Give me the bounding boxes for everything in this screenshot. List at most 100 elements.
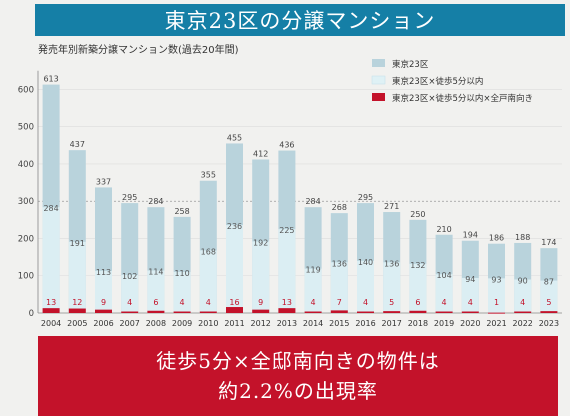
- data-label-south: 5: [389, 298, 394, 307]
- y-tick-label: 0: [29, 309, 34, 319]
- data-label-total: 412: [253, 149, 268, 158]
- bar-south: [409, 310, 427, 313]
- data-label-total: 250: [410, 210, 425, 219]
- data-label-walk5: 136: [384, 259, 399, 268]
- chart-subtitle: 発売年別新築分譲マンション数(過去20年間): [38, 45, 239, 56]
- bar-south: [121, 311, 139, 313]
- x-tick-label: 2020: [460, 319, 480, 328]
- data-label-walk5: 191: [70, 239, 85, 248]
- bar-walk5: [226, 225, 243, 313]
- bar-south: [357, 311, 374, 313]
- bar-walk5: [121, 274, 139, 313]
- data-label-walk5: 136: [332, 259, 347, 268]
- bar-walk5: [147, 270, 165, 313]
- x-tick-label: 2017: [382, 319, 402, 328]
- x-tick-label: 2012: [251, 319, 271, 328]
- bar-walk5: [252, 241, 270, 313]
- data-label-south: 4: [206, 298, 211, 307]
- bar-south: [435, 311, 453, 313]
- bar-chart: 0100200300400500600613284132004437191122…: [18, 59, 562, 328]
- data-label-walk5: 113: [96, 268, 111, 277]
- data-label-total: 355: [201, 171, 216, 180]
- x-tick-label: 2005: [67, 319, 87, 328]
- x-tick-label: 2007: [120, 319, 140, 328]
- data-label-south: 6: [153, 298, 158, 307]
- y-tick-label: 500: [18, 123, 34, 133]
- bar-south: [383, 311, 401, 313]
- data-label-total: 284: [305, 197, 320, 206]
- data-label-south: 13: [282, 298, 292, 307]
- data-label-south: 6: [415, 298, 420, 307]
- x-tick-label: 2009: [172, 319, 192, 328]
- bar-walk5: [540, 280, 558, 313]
- title-banner: 東京23区の分譲マンション: [35, 4, 565, 36]
- y-tick-label: 300: [18, 197, 34, 207]
- bar-walk5: [435, 274, 453, 313]
- bar-south: [514, 311, 532, 313]
- data-label-walk5: 104: [436, 271, 451, 280]
- data-label-south: 4: [520, 298, 525, 307]
- data-label-walk5: 132: [410, 261, 425, 270]
- data-label-south: 1: [494, 298, 499, 307]
- data-label-walk5: 87: [544, 278, 554, 287]
- bar-south: [147, 310, 165, 313]
- footer-line-1: 徒歩5分×全邸南向きの物件は: [156, 349, 440, 373]
- legend-swatch: [372, 59, 385, 67]
- data-label-south: 13: [46, 298, 56, 307]
- data-label-south: 12: [72, 298, 82, 307]
- data-label-south: 9: [258, 298, 263, 307]
- data-label-walk5: 140: [358, 258, 373, 267]
- bar-south: [461, 311, 479, 313]
- data-label-south: 4: [442, 298, 447, 307]
- bar-walk5: [199, 250, 217, 313]
- data-label-walk5: 119: [305, 266, 320, 275]
- bar-south: [199, 311, 217, 313]
- y-tick-label: 400: [18, 160, 34, 170]
- data-label-total: 295: [358, 193, 373, 202]
- bar-walk5: [68, 241, 86, 313]
- x-tick-label: 2004: [41, 319, 61, 328]
- footer-banner: 徒歩5分×全邸南向きの物件は 約2.2%の出現率: [38, 336, 558, 416]
- bar-walk5: [383, 262, 401, 313]
- bar-walk5: [461, 277, 479, 313]
- bar-walk5: [330, 262, 348, 313]
- legend-label: 東京23区×徒歩5分以内: [392, 76, 483, 87]
- y-tick-label: 200: [18, 234, 34, 244]
- x-tick-label: 2013: [277, 319, 297, 328]
- data-label-total: 186: [489, 234, 504, 243]
- data-label-total: 188: [515, 233, 530, 242]
- data-label-total: 258: [174, 207, 189, 216]
- x-tick-label: 2014: [303, 319, 323, 328]
- data-label-walk5: 90: [518, 276, 528, 285]
- x-tick-label: 2022: [513, 319, 533, 328]
- x-tick-label: 2006: [93, 319, 113, 328]
- data-label-walk5: 236: [227, 222, 242, 231]
- data-label-walk5: 284: [43, 204, 58, 213]
- legend-label: 東京23区×徒歩5分以内×全戸南向き: [392, 93, 533, 104]
- bar-south: [226, 307, 243, 313]
- data-label-south: 4: [363, 298, 368, 307]
- data-label-total: 268: [332, 203, 347, 212]
- bar-south: [95, 309, 112, 313]
- bar-walk5: [304, 268, 322, 313]
- data-label-total: 210: [436, 225, 451, 234]
- x-tick-label: 2016: [355, 319, 375, 328]
- data-label-total: 194: [463, 231, 478, 240]
- bar-south: [173, 311, 191, 313]
- data-label-total: 284: [148, 197, 163, 206]
- data-label-total: 613: [43, 75, 58, 84]
- data-label-total: 437: [70, 140, 85, 149]
- bar-walk5: [409, 263, 427, 313]
- legend-label: 東京23区: [392, 59, 429, 70]
- bar-walk5: [173, 272, 191, 313]
- data-label-walk5: 114: [148, 268, 163, 277]
- data-label-total: 295: [122, 193, 137, 202]
- legend-swatch: [371, 75, 386, 85]
- bar-south: [278, 308, 296, 313]
- data-label-walk5: 110: [174, 269, 189, 278]
- data-label-walk5: 168: [201, 247, 216, 256]
- data-label-south: 4: [180, 298, 185, 307]
- footer-line-2: 約2.2%の出現率: [218, 379, 378, 403]
- bar-walk5: [514, 279, 532, 313]
- data-label-south: 16: [229, 298, 239, 307]
